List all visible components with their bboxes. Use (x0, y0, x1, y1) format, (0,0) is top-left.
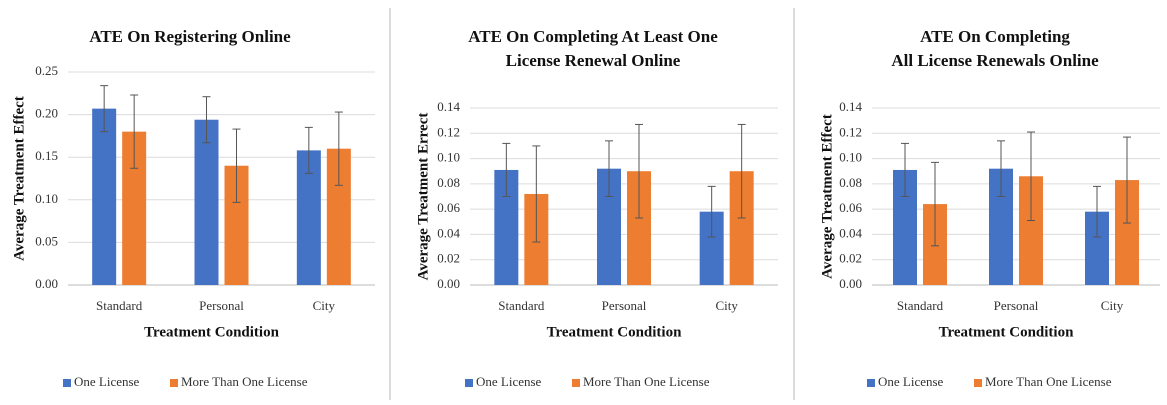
y-axis-label: Average Treatment Effect (819, 114, 835, 279)
y-tick-label: 0.20 (35, 106, 58, 121)
legend-swatch (867, 379, 875, 387)
chart-title: ATE On Registering Online (89, 27, 291, 46)
y-tick-label: 0.06 (437, 200, 460, 215)
y-tick-label: 0.14 (437, 99, 460, 114)
y-tick-label: 0.14 (839, 99, 862, 114)
x-tick-label: Standard (897, 298, 944, 313)
y-axis-label: Average Treatment Errect (415, 113, 431, 281)
legend-swatch (170, 379, 178, 387)
y-axis-label: Average Treatment Effect (11, 96, 27, 261)
x-axis-label: Treatment Condition (547, 324, 683, 340)
bar (122, 131, 147, 285)
legend-label: One License (476, 374, 542, 389)
legend-label: One License (74, 374, 140, 389)
y-tick-label: 0.00 (839, 276, 862, 291)
error-bar (1027, 131, 1035, 222)
error-bar (737, 123, 746, 219)
y-tick-label: 0.25 (35, 63, 58, 78)
legend-label: One License (878, 374, 944, 389)
error-bar (130, 94, 139, 169)
error-bar (100, 85, 109, 133)
x-tick-label: Personal (994, 298, 1039, 313)
y-tick-label: 0.04 (839, 225, 862, 240)
y-tick-label: 0.10 (839, 150, 862, 165)
x-axis-label: Treatment Condition (939, 324, 1075, 340)
y-tick-label: 0.10 (35, 191, 58, 206)
error-bar (707, 185, 716, 238)
bar (194, 119, 219, 285)
legend-swatch (63, 379, 71, 387)
x-tick-label: Standard (498, 298, 545, 313)
error-bar (635, 123, 643, 219)
y-tick-label: 0.08 (437, 175, 460, 190)
chart-title: ATE On Completing (920, 27, 1070, 46)
error-bar (232, 128, 241, 203)
y-tick-label: 0.08 (839, 175, 862, 190)
legend-swatch (465, 379, 473, 387)
y-tick-label: 0.12 (437, 124, 460, 139)
y-tick-label: 0.06 (839, 200, 862, 215)
x-axis-label: Treatment Condition (144, 324, 280, 340)
legend-swatch (572, 379, 580, 387)
y-tick-label: 0.10 (437, 150, 460, 165)
chart-title: ATE On Completing At Least One (468, 27, 718, 46)
y-tick-label: 0.02 (839, 251, 862, 266)
error-bar (532, 145, 541, 243)
y-tick-label: 0.12 (839, 124, 862, 139)
chart-title: License Renewal Online (506, 51, 681, 70)
error-bar (334, 111, 343, 186)
error-bar (901, 142, 909, 197)
x-tick-label: Personal (199, 298, 244, 313)
y-tick-label: 0.04 (437, 225, 460, 240)
error-bar (605, 140, 613, 197)
legend-swatch (974, 379, 982, 387)
error-bar (1093, 185, 1101, 238)
legend-label: More Than One License (985, 374, 1112, 389)
x-tick-label: Personal (602, 298, 647, 313)
y-tick-label: 0.00 (437, 276, 460, 291)
y-tick-label: 0.00 (35, 276, 58, 291)
x-tick-label: City (715, 298, 738, 313)
y-tick-label: 0.02 (437, 251, 460, 266)
y-tick-label: 0.05 (35, 233, 58, 248)
error-bar (202, 96, 211, 144)
legend-label: More Than One License (181, 374, 308, 389)
x-tick-label: Standard (96, 298, 143, 313)
x-tick-label: City (1101, 298, 1124, 313)
bar (92, 108, 117, 285)
error-bar (1123, 136, 1131, 224)
legend-label: More Than One License (583, 374, 710, 389)
y-tick-label: 0.15 (35, 148, 58, 163)
error-bar (997, 140, 1005, 197)
error-bar (304, 126, 313, 174)
error-bar (502, 142, 511, 197)
error-bar (931, 161, 939, 247)
x-tick-label: City (313, 298, 336, 313)
chart-title: All License Renewals Online (891, 51, 1099, 70)
